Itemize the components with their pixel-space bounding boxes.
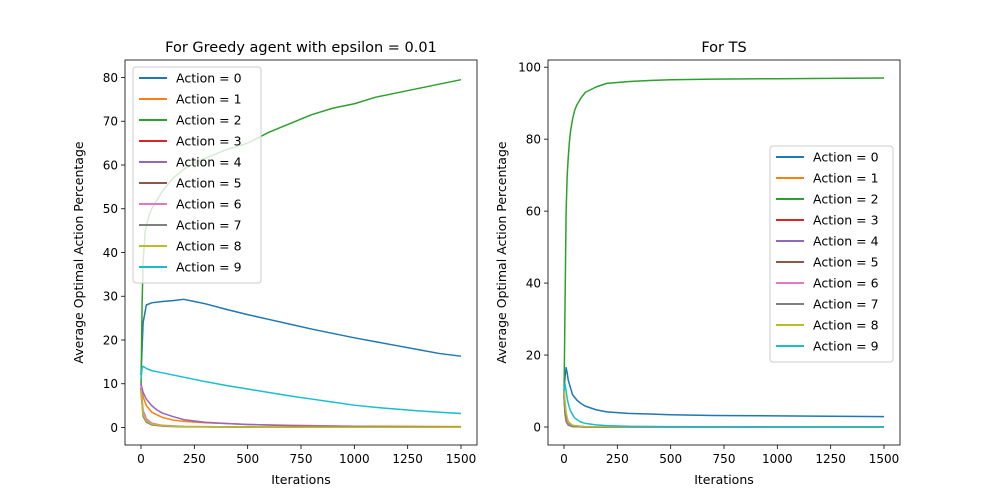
y-tick-label: 60 [103,158,118,172]
x-tick-label: 1250 [815,452,846,466]
legend-label: Action = 0 [176,71,242,86]
x-tick-label: 750 [290,452,313,466]
x-tick-label: 500 [659,452,682,466]
y-axis-label: Average Optimal Action Percentage [71,141,86,363]
y-tick-label: 40 [103,246,118,260]
legend-label: Action = 3 [176,134,242,149]
legend-label: Action = 4 [813,234,879,249]
y-tick-label: 20 [526,348,541,362]
x-tick-label: 1250 [392,452,423,466]
x-tick-label: 750 [713,452,736,466]
x-axis-label: Iterations [271,472,331,487]
y-tick-label: 60 [526,204,541,218]
y-tick-label: 50 [103,202,118,216]
series-line-action-9 [140,365,462,415]
x-tick-label: 0 [137,452,145,466]
x-tick-label: 250 [183,452,206,466]
legend-label: Action = 2 [813,192,879,207]
chart-ts: 0 250 500 750 1000 1250 1500 0 20 40 60 80 100 For TS… [494,40,901,487]
legend-label: Action = 8 [176,239,242,254]
legend-label: Action = 1 [813,171,879,186]
y-tick-label: 70 [103,115,118,129]
legend-label: Action = 9 [813,339,879,354]
legend-label: Action = 2 [176,113,242,128]
x-axis-label: Iterations [694,472,754,487]
series-line-action-0 [563,366,885,418]
x-tick-label: 1500 [446,452,477,466]
legend-label: Action = 3 [813,213,879,228]
series-line-action-2 [563,77,885,399]
y-tick-label: 40 [526,276,541,290]
y-tick-label: 0 [110,421,118,435]
legend-label: Action = 6 [813,276,879,291]
y-axis-label: Average Optimal Action Percentage [494,141,509,363]
legend-label: Action = 5 [176,176,242,191]
y-tick-label: 80 [103,71,118,85]
legend-label: Action = 9 [176,260,242,275]
x-tick-label: 1000 [339,452,370,466]
legend-label: Action = 8 [813,318,879,333]
x-tick-label: 1000 [762,452,793,466]
x-tick-label: 250 [606,452,629,466]
y-tick-label: 0 [533,420,541,434]
series-line-action-9 [563,383,885,428]
legend-label: Action = 6 [176,197,242,212]
y-tick-label: 30 [103,290,118,304]
legend: Action = 0 Action = 1 Action = 2 Action = 3… [769,145,894,363]
legend-label: Action = 7 [176,218,242,233]
chart-greedy: 0 250 500 750 1000 1250 1500 0 10 20 30 40 50 60 70 80 F… [71,40,478,487]
y-tick-label: 80 [526,132,541,146]
legend-label: Action = 0 [813,150,879,165]
series-line-action-8 [563,387,885,428]
chart-title: For TS [701,40,746,56]
y-tick-label: 100 [518,60,541,74]
y-tick-label: 10 [103,377,118,391]
legend-label: Action = 7 [813,297,879,312]
chart-title: For Greedy agent with epsilon = 0.01 [165,40,437,56]
legend-label: Action = 5 [813,255,879,270]
x-tick-label: 500 [236,452,259,466]
y-tick-label: 20 [103,333,118,347]
legend-label: Action = 1 [176,92,242,107]
x-tick-label: 1500 [869,452,900,466]
legend-label: Action = 4 [176,155,242,170]
series-lines [563,77,885,428]
series-line-action-0 [140,298,462,376]
series-line-action-4 [140,383,462,428]
legend: Action = 0 Action = 1 Action = 2 Action = 3… [132,66,262,284]
x-tick-label: 0 [560,452,568,466]
series-line-action-8 [140,390,461,429]
